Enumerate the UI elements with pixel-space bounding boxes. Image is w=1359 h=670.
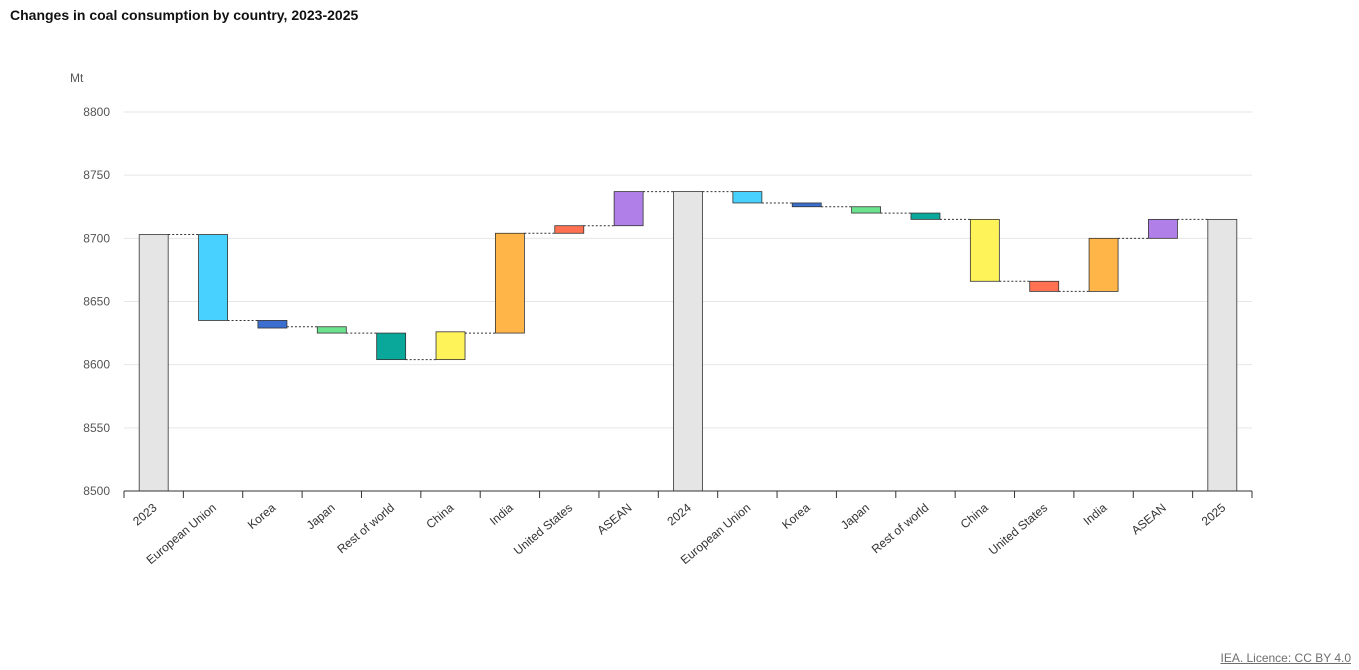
licence-link[interactable]: IEA. Licence: CC BY 4.0 bbox=[1220, 651, 1351, 665]
change-bar bbox=[910, 212, 941, 220]
x-tick-label: United States bbox=[986, 501, 1050, 558]
x-tick-label: Japan bbox=[838, 501, 872, 533]
y-tick-label: 8550 bbox=[83, 421, 110, 435]
x-tick-label: Korea bbox=[245, 500, 279, 532]
y-tick-label: 8650 bbox=[83, 295, 110, 309]
y-tick-label: 8800 bbox=[83, 105, 110, 119]
change-bar bbox=[1029, 280, 1060, 292]
change-bar bbox=[494, 232, 525, 334]
total-bar bbox=[1207, 218, 1238, 492]
x-tick-label: 2025 bbox=[1199, 500, 1229, 528]
x-tick-label: 2024 bbox=[664, 500, 694, 528]
chart-title: Changes in coal consumption by country, … bbox=[10, 7, 359, 23]
change-bar bbox=[1148, 218, 1178, 239]
y-tick-label: 8700 bbox=[83, 231, 110, 245]
change-bar bbox=[257, 320, 288, 329]
change-bar bbox=[376, 332, 407, 361]
x-tick-label: China bbox=[958, 500, 991, 531]
y-axis: Mt 8500 8550 8600 8650 8700 8750 8800 bbox=[70, 71, 110, 498]
change-bar bbox=[613, 191, 644, 227]
change-bar bbox=[851, 206, 882, 214]
change-bar bbox=[554, 225, 585, 234]
change-bar bbox=[791, 202, 822, 208]
x-tick-label: 2023 bbox=[130, 500, 160, 528]
change-bar bbox=[435, 331, 466, 361]
connector-lines bbox=[168, 191, 1208, 361]
x-tick-label: Japan bbox=[304, 501, 338, 533]
x-tick-label: United States bbox=[511, 501, 575, 558]
change-bar bbox=[316, 326, 347, 334]
change-bar bbox=[732, 191, 763, 204]
x-tick-label: China bbox=[423, 500, 456, 531]
total-bar bbox=[138, 234, 169, 492]
x-tick-label: ASEAN bbox=[594, 501, 634, 538]
x-tick-label: Korea bbox=[779, 500, 813, 532]
change-bar bbox=[198, 234, 228, 321]
y-tick-label: 8500 bbox=[83, 484, 110, 498]
change-bar bbox=[969, 218, 1000, 282]
x-tick-label: India bbox=[1081, 500, 1110, 528]
change-bar bbox=[1088, 237, 1119, 292]
x-tick-label: Rest of world bbox=[334, 501, 397, 557]
y-tick-label: 8750 bbox=[83, 168, 110, 182]
total-bar bbox=[673, 191, 703, 492]
bars bbox=[138, 191, 1238, 492]
y-tick-label: 8600 bbox=[83, 358, 110, 372]
y-axis-unit-label: Mt bbox=[70, 71, 84, 85]
x-tick-label: ASEAN bbox=[1129, 501, 1169, 538]
x-tick-label: Rest of world bbox=[869, 501, 932, 557]
x-tick-label: India bbox=[487, 500, 516, 528]
